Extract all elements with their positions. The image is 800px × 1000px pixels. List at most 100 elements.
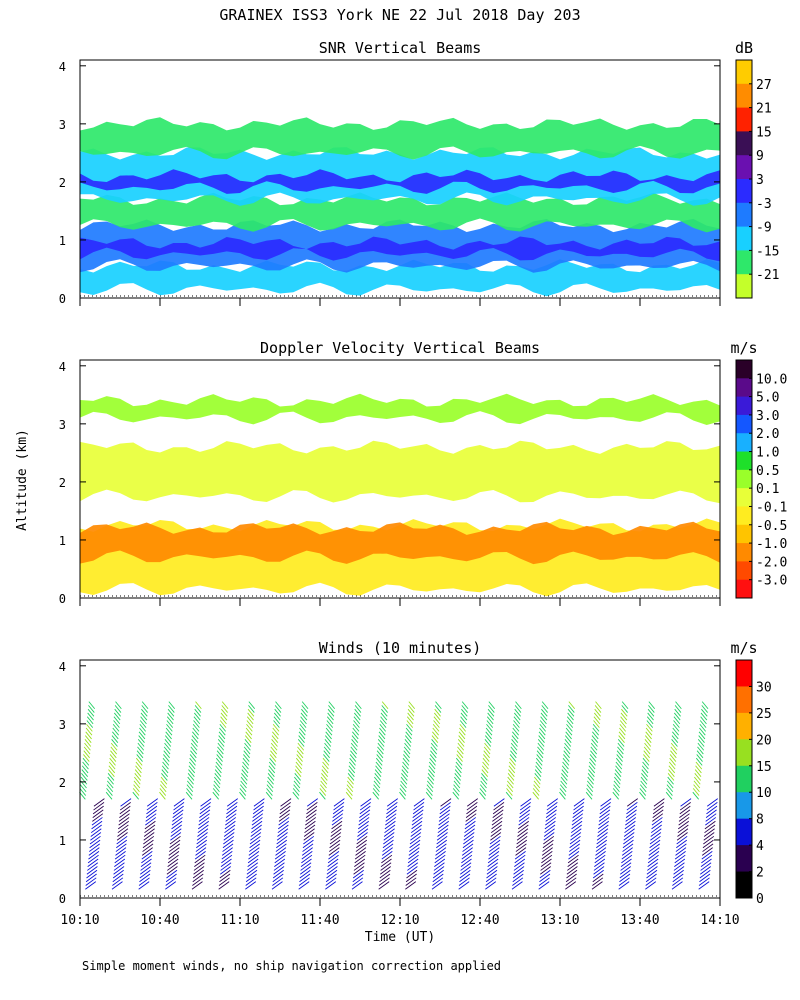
colorbar-swatch — [736, 871, 752, 899]
wind-barb — [372, 791, 380, 800]
wind-barb — [466, 801, 478, 811]
wind-barb — [459, 720, 467, 728]
wind-barb — [327, 858, 339, 868]
wind-barb — [375, 761, 383, 770]
wind-barb — [140, 862, 152, 871]
wind-barb — [461, 854, 473, 864]
wind-barb — [217, 746, 224, 755]
wind-barb — [694, 773, 701, 781]
wind-barb — [591, 881, 603, 890]
wind-barb — [322, 761, 329, 770]
wind-barb — [167, 862, 179, 871]
wind-barb — [647, 712, 654, 721]
wind-barb — [139, 727, 146, 736]
wind-barb — [518, 813, 530, 822]
wind-barb — [171, 820, 183, 830]
wind-barb — [159, 784, 167, 793]
wind-barb — [645, 731, 652, 740]
winds-panel: Winds (10 minutes) 0 1 2 3 4 10:10 10:40 11:10… — [59, 639, 772, 928]
wind-barb — [508, 761, 516, 770]
wind-barb — [372, 788, 380, 796]
wind-barb — [516, 839, 528, 849]
wind-barb — [490, 824, 502, 834]
wind-barb — [247, 858, 259, 868]
colorbar-label: -0.1 — [756, 500, 787, 515]
y-tick-label: 2 — [59, 476, 66, 490]
wind-barb — [170, 824, 182, 834]
wind-barb — [700, 862, 712, 871]
wind-barb — [301, 854, 313, 864]
wind-barb — [246, 866, 258, 875]
wind-barb — [479, 788, 487, 796]
wind-barb — [353, 712, 361, 721]
wind-barb — [114, 705, 122, 713]
wind-barb — [220, 858, 232, 868]
wind-barb — [543, 828, 555, 837]
wind-barb — [405, 877, 417, 886]
wind-barb — [331, 820, 343, 830]
wind-barb — [241, 765, 249, 774]
wind-barb — [626, 801, 638, 811]
wind-barb — [456, 750, 464, 759]
wind-barb — [701, 854, 713, 864]
colorbar-label: -2.0 — [756, 555, 787, 570]
wind-barb — [400, 776, 408, 785]
wind-barb — [272, 723, 280, 732]
wind-barb — [81, 773, 88, 781]
wind-barb — [106, 780, 114, 789]
wind-barb — [242, 761, 249, 770]
wind-barb — [545, 809, 557, 818]
wind-barb — [381, 847, 393, 856]
wind-barb — [668, 769, 675, 777]
wind-barb — [436, 832, 448, 841]
wind-barb — [382, 839, 394, 849]
wind-barb — [192, 727, 199, 736]
wind-barb — [587, 776, 594, 785]
wind-barb — [488, 843, 500, 852]
wind-barb — [493, 801, 505, 811]
wind-barb — [438, 813, 450, 822]
colorbar-swatch — [736, 107, 752, 132]
wind-barb — [399, 791, 406, 800]
wind-barb — [432, 731, 439, 740]
wind-barb — [588, 769, 595, 777]
wind-barb — [672, 877, 684, 886]
wind-barb — [410, 832, 422, 841]
colorbar-swatch — [736, 524, 752, 544]
wind-barb — [352, 877, 364, 886]
wind-barb — [197, 820, 210, 830]
wind-barb — [271, 735, 279, 744]
wind-barb — [297, 739, 305, 747]
wind-barb — [319, 784, 327, 793]
wind-barb — [544, 824, 556, 834]
wind-barb — [346, 780, 354, 789]
wind-barb — [564, 735, 572, 744]
wind-barb — [166, 866, 178, 875]
colorbar-label: 3.0 — [756, 409, 779, 424]
wind-barb — [357, 828, 369, 837]
wind-barb — [324, 735, 332, 744]
wind-barb — [488, 701, 496, 710]
wind-barb — [484, 739, 492, 747]
y-tick-label: 3 — [59, 718, 66, 732]
wind-barb — [452, 788, 460, 796]
wind-barb — [490, 828, 502, 837]
colorbar-swatch — [736, 378, 752, 398]
wind-barb — [434, 854, 446, 864]
wind-barb — [672, 873, 684, 883]
wind-barb — [134, 773, 141, 781]
y-tick-label: 3 — [59, 418, 66, 432]
wind-barb — [106, 784, 114, 793]
wind-barb — [519, 805, 531, 815]
wind-barb — [325, 873, 337, 883]
wind-barb — [519, 809, 531, 818]
wind-barb — [223, 832, 235, 841]
wind-barb — [133, 780, 141, 789]
wind-barb — [644, 739, 652, 747]
wind-barb — [673, 720, 680, 728]
wind-barb — [567, 712, 574, 721]
wind-barb — [626, 798, 639, 807]
wind-barb — [83, 746, 91, 755]
wind-barb — [518, 817, 530, 826]
wind-barb — [279, 809, 291, 818]
